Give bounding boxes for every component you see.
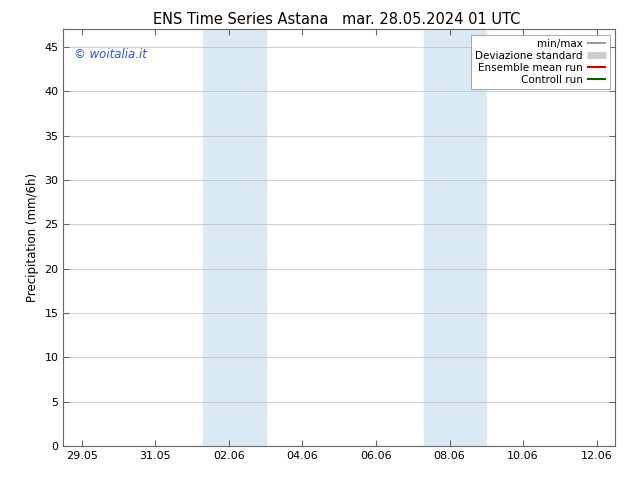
Y-axis label: Precipitation (mm/6h): Precipitation (mm/6h) <box>26 173 39 302</box>
Bar <box>203 29 266 446</box>
Legend: min/max, Deviazione standard, Ensemble mean run, Controll run: min/max, Deviazione standard, Ensemble m… <box>471 35 610 89</box>
Text: ENS Time Series Astana: ENS Time Series Astana <box>153 12 328 27</box>
Text: © woitalia.it: © woitalia.it <box>74 48 147 61</box>
Text: mar. 28.05.2024 01 UTC: mar. 28.05.2024 01 UTC <box>342 12 521 27</box>
Bar <box>424 29 486 446</box>
